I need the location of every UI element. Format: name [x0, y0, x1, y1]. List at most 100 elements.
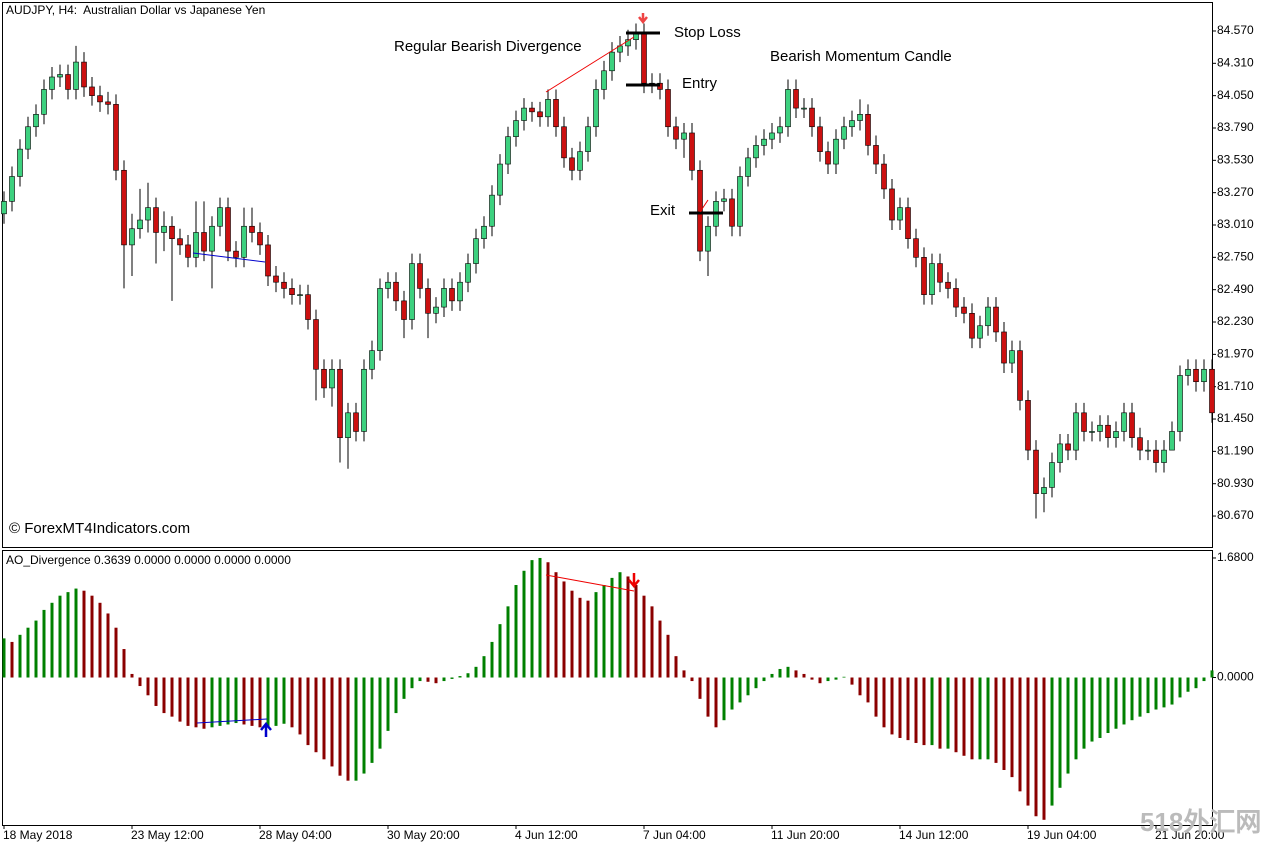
- candle-body: [1185, 368, 1191, 376]
- histogram-bar: [498, 624, 502, 678]
- histogram-bar: [186, 677, 190, 726]
- histogram-bar: [58, 595, 62, 678]
- candle-body: [737, 176, 743, 227]
- y-tick-label: 1.6800: [1217, 550, 1254, 564]
- histogram-bar: [490, 641, 494, 678]
- candle-body: [817, 126, 823, 152]
- histogram-bar: [306, 677, 310, 746]
- histogram-bar: [850, 677, 854, 685]
- histogram-bar: [810, 677, 814, 680]
- histogram-bar: [330, 677, 334, 767]
- histogram-bar: [1146, 677, 1150, 714]
- histogram-bar: [474, 666, 478, 678]
- y-tick-label: 80.670: [1217, 508, 1254, 522]
- candle-body: [889, 188, 895, 221]
- histogram-bar: [634, 585, 638, 678]
- candle-body: [185, 244, 191, 258]
- histogram-bar: [1010, 677, 1014, 778]
- histogram-bar: [930, 677, 934, 746]
- histogram-bar: [946, 677, 950, 749]
- candle-body: [169, 225, 175, 239]
- candle-body: [289, 288, 295, 295]
- histogram-bar: [562, 581, 566, 678]
- histogram-bar: [178, 677, 182, 722]
- histogram-bar: [338, 677, 342, 776]
- histogram-bar: [42, 609, 46, 678]
- histogram-bar: [890, 677, 894, 735]
- copyright: © ForexMT4Indicators.com: [9, 520, 190, 537]
- candle-body: [601, 70, 607, 90]
- candle-body: [393, 281, 399, 302]
- histogram-bar: [658, 620, 662, 678]
- y-tick-label: 84.310: [1217, 55, 1254, 69]
- candle-body: [873, 145, 879, 165]
- candle-body: [705, 225, 711, 252]
- candle-body: [825, 151, 831, 165]
- histogram-bar: [1066, 677, 1070, 774]
- candle-body: [841, 126, 847, 140]
- candle-body: [897, 207, 903, 221]
- histogram-bar: [914, 677, 918, 743]
- histogram-bar: [778, 668, 782, 678]
- histogram-bar: [858, 677, 862, 696]
- candle-body: [9, 176, 15, 202]
- histogram-bar: [418, 677, 422, 682]
- candle-body: [265, 244, 271, 277]
- candle-body: [937, 263, 943, 283]
- candle-body: [409, 263, 415, 320]
- candle-body: [1193, 368, 1199, 383]
- candle-body: [1041, 487, 1047, 494]
- histogram-bar: [642, 595, 646, 678]
- histogram-bar: [666, 634, 670, 678]
- histogram-bar: [1018, 677, 1022, 792]
- histogram-bar: [82, 590, 86, 678]
- candle-body: [1009, 350, 1015, 364]
- candle-body: [137, 219, 143, 230]
- candle-body: [529, 107, 535, 113]
- candle-body: [961, 306, 967, 314]
- histogram-bar: [162, 677, 166, 714]
- candle-body: [921, 257, 927, 295]
- histogram-bar: [50, 602, 54, 678]
- candle-body: [1025, 400, 1031, 451]
- candle-body: [369, 350, 375, 370]
- candle-body: [97, 95, 103, 103]
- candle-body: [1049, 462, 1055, 488]
- candle-body: [561, 126, 567, 159]
- histogram-bar: [122, 649, 126, 678]
- histogram-bar: [130, 673, 134, 678]
- histogram-bar: [1170, 677, 1174, 705]
- x-tick-label: 18 May 2018: [3, 828, 73, 842]
- price-panel: [2, 2, 1213, 548]
- candle-body: [977, 325, 983, 339]
- candle-body: [1065, 443, 1071, 451]
- candle-body: [425, 288, 431, 314]
- histogram-bar: [1130, 677, 1134, 721]
- candle-body: [577, 151, 583, 171]
- histogram-bar: [826, 677, 830, 682]
- y-tick-label: 83.530: [1217, 153, 1254, 167]
- annotation: Exit: [650, 202, 676, 219]
- candle-body: [585, 126, 591, 152]
- candle-body: [1129, 412, 1135, 438]
- histogram-bar: [722, 677, 726, 721]
- histogram-bar: [426, 677, 430, 682]
- candle-body: [681, 132, 687, 140]
- x-tick-label: 21 Jun 20:00: [1155, 828, 1225, 842]
- histogram-bar: [1074, 677, 1078, 760]
- x-tick-label: 11 Jun 20:00: [771, 828, 840, 842]
- candle-body: [313, 319, 319, 370]
- histogram-bar: [2, 638, 6, 678]
- histogram-bar: [146, 677, 150, 696]
- candle-body: [1057, 443, 1063, 463]
- candle-body: [361, 368, 367, 432]
- histogram-bar: [290, 677, 294, 728]
- histogram-bar: [90, 595, 94, 678]
- histogram-bar: [1122, 677, 1126, 725]
- candle-body: [1121, 412, 1127, 432]
- histogram-bar: [66, 592, 70, 678]
- candle-body: [305, 294, 311, 320]
- candle-body: [105, 101, 111, 105]
